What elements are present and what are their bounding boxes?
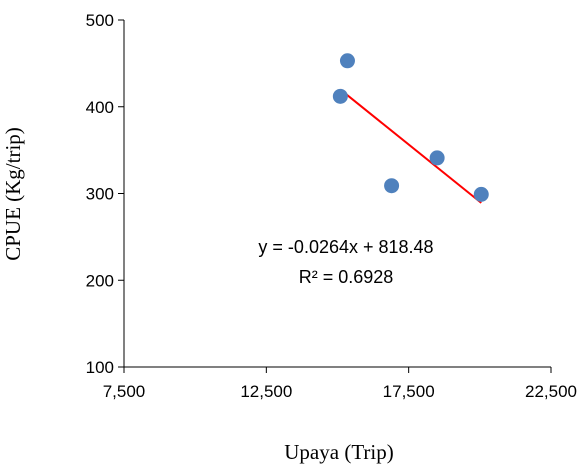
y-tick-label: 400 [86,98,114,117]
x-axis-title: Upaya (Trip) [284,440,393,464]
trend-line [339,88,482,204]
y-tick-label: 100 [86,358,114,377]
y-tick-label: 500 [86,11,114,30]
data-point [384,178,400,194]
data-point [332,88,348,104]
data-point [429,150,445,166]
y-tick-label: 300 [86,185,114,204]
data-point [339,53,355,69]
axes [118,19,552,373]
tick-labels: 100 200 300 400 500 7,500 12,500 17,500 22,500 [86,11,577,401]
y-axis-title: CPUE (Kg/trip) [1,127,25,261]
x-tick-label: 17,500 [383,382,435,401]
r-squared-label: R² = 0.6928 [299,267,394,287]
y-tick-label: 200 [86,271,114,290]
data-point [473,186,489,202]
x-tick-label: 7,500 [103,382,146,401]
trendline-equation: y = -0.0264x + 818.48 [258,237,433,257]
x-tick-label: 22,500 [525,382,577,401]
data-points [332,53,489,202]
x-tick-label: 12,500 [240,382,292,401]
